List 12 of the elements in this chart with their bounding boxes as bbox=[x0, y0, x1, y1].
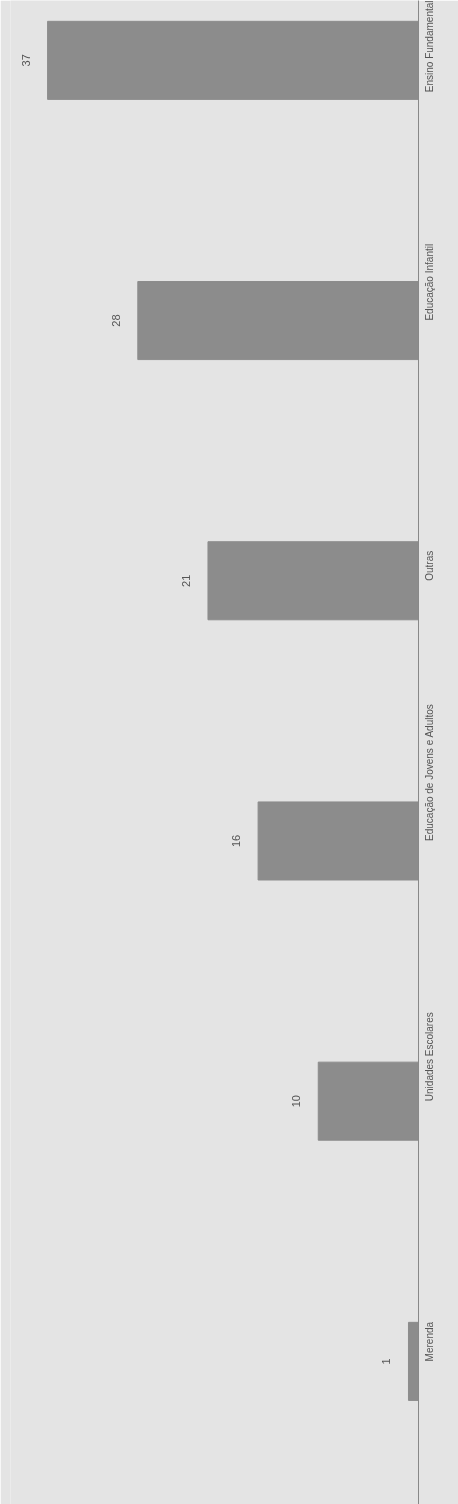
data-label: 21 bbox=[179, 574, 192, 587]
y-tick-label: Educação Infantil bbox=[424, 243, 435, 321]
y-tick-label: Unidades Escolares bbox=[424, 1012, 435, 1102]
data-label: 28 bbox=[109, 314, 122, 327]
data-label: 16 bbox=[230, 834, 243, 848]
y-tick-label: Outras bbox=[424, 550, 435, 581]
data-label: 1 bbox=[380, 1358, 393, 1365]
y-tick-label: Merenda bbox=[424, 1321, 435, 1362]
data-label: 37 bbox=[19, 54, 32, 67]
y-tick-label: Ensino Fundamental bbox=[424, 0, 435, 93]
data-label: 10 bbox=[290, 1095, 303, 1108]
y-tick-label: Educação de Jovens e Adultos bbox=[424, 704, 435, 841]
